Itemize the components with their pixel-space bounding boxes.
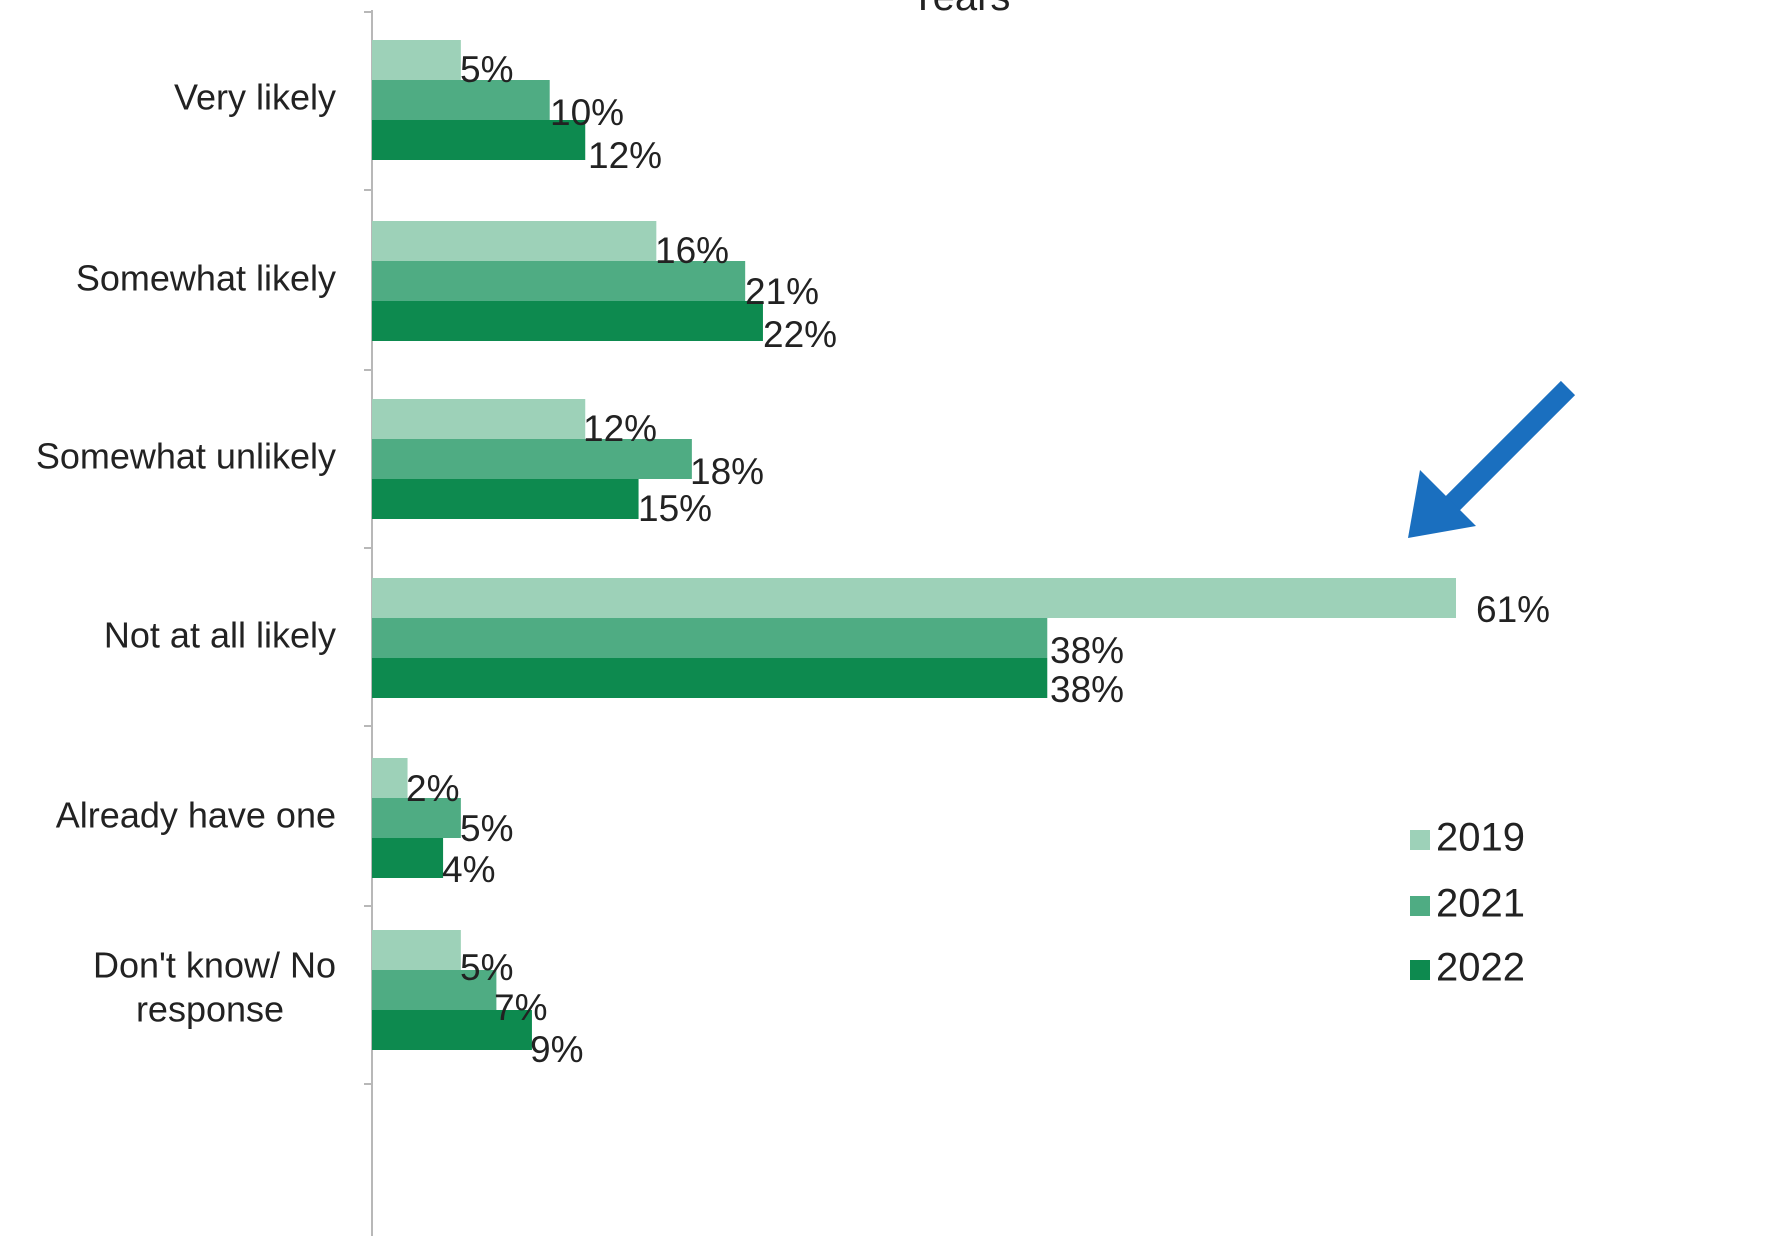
annotation bbox=[1408, 380, 1576, 538]
category-label: Somewhat unlikely bbox=[36, 436, 336, 477]
bar-2019 bbox=[372, 40, 461, 80]
legend-label-2022: 2022 bbox=[1436, 946, 1525, 990]
annotation-arrow-head bbox=[1408, 470, 1476, 538]
bars bbox=[372, 40, 1456, 1050]
value-label: 5% bbox=[460, 947, 513, 988]
bar-2022 bbox=[372, 1010, 532, 1050]
bar-2019 bbox=[372, 578, 1456, 618]
category-labels: Very likely Somewhat likely Somewhat unlik… bbox=[36, 77, 336, 1030]
value-label: 4% bbox=[442, 849, 495, 890]
value-label: 12% bbox=[588, 135, 662, 176]
category-label: Not at all likely bbox=[104, 615, 336, 656]
bar-2019 bbox=[372, 758, 408, 798]
value-label: 2% bbox=[406, 768, 459, 809]
legend-label-2019: 2019 bbox=[1436, 816, 1525, 860]
annotation-arrow-shaft bbox=[1442, 380, 1576, 514]
legend: 2019 2021 2022 bbox=[1410, 816, 1525, 990]
bar-2022 bbox=[372, 301, 763, 341]
bar-2022 bbox=[372, 479, 639, 519]
legend-swatch-2019 bbox=[1410, 830, 1430, 850]
value-label: 22% bbox=[763, 314, 837, 355]
value-labels: 5%10%12%16%21%22%12%18%15%61%38%38%2%5%4… bbox=[406, 49, 1550, 1070]
value-label: 18% bbox=[690, 451, 764, 492]
bar-2022 bbox=[372, 658, 1048, 698]
category-label: Very likely bbox=[174, 77, 336, 118]
value-label: 16% bbox=[655, 230, 729, 271]
y-axis bbox=[364, 10, 373, 1236]
bar-2021 bbox=[372, 439, 692, 479]
bar-2021 bbox=[372, 618, 1048, 658]
category-label: Don't know/ No bbox=[93, 945, 336, 986]
value-label: 10% bbox=[550, 92, 624, 133]
category-label: response bbox=[136, 989, 284, 1030]
value-label: 61% bbox=[1476, 589, 1550, 630]
bar-2022 bbox=[372, 120, 586, 160]
value-label: 9% bbox=[530, 1029, 583, 1070]
bar-2022 bbox=[372, 838, 444, 878]
bar-2021 bbox=[372, 970, 497, 1010]
bar-2019 bbox=[372, 930, 461, 970]
bar-2019 bbox=[372, 221, 657, 261]
value-label: 38% bbox=[1050, 630, 1124, 671]
bar-2021 bbox=[372, 80, 550, 120]
bar-2021 bbox=[372, 798, 461, 838]
chart-title: Years bbox=[910, 0, 1011, 19]
value-label: 12% bbox=[583, 408, 657, 449]
value-label: 5% bbox=[460, 49, 513, 90]
bar-2019 bbox=[372, 399, 586, 439]
legend-swatch-2021 bbox=[1410, 896, 1430, 916]
value-label: 5% bbox=[460, 808, 513, 849]
legend-label-2021: 2021 bbox=[1436, 882, 1525, 926]
value-label: 7% bbox=[494, 987, 547, 1028]
value-label: 38% bbox=[1050, 669, 1124, 710]
value-label: 15% bbox=[638, 488, 712, 529]
category-label: Already have one bbox=[56, 795, 336, 836]
category-label: Somewhat likely bbox=[76, 258, 336, 299]
bar-2021 bbox=[372, 261, 746, 301]
legend-swatch-2022 bbox=[1410, 960, 1430, 980]
value-label: 21% bbox=[745, 271, 819, 312]
